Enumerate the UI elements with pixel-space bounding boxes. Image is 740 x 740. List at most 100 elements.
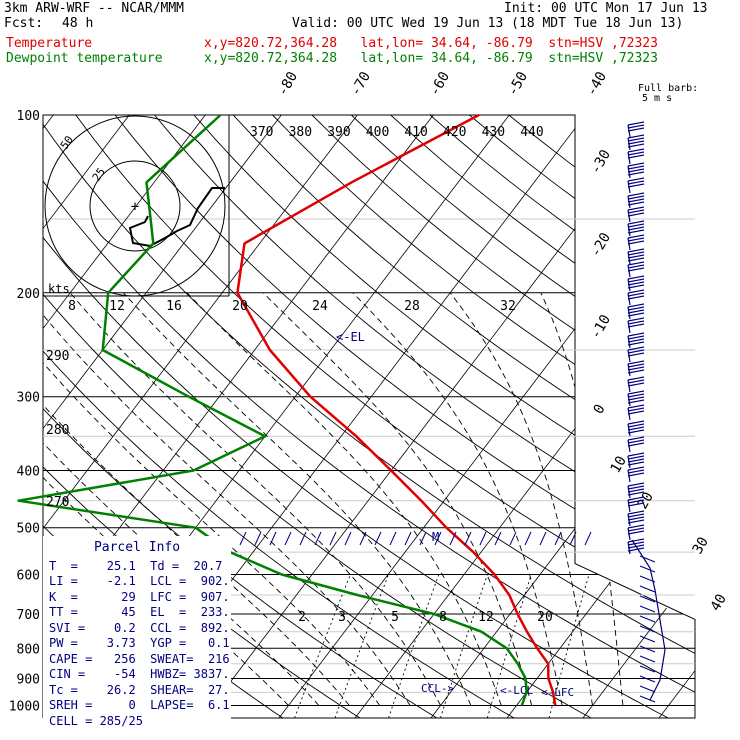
dry-adiabat-line — [43, 115, 695, 718]
hodograph: 50 25 + — [43, 115, 230, 297]
barb-flag — [627, 198, 645, 203]
barb-flag — [627, 206, 645, 211]
diagonal-tick — [434, 531, 442, 546]
lfc-marker: <-LFC — [541, 686, 574, 699]
barb-flag — [627, 349, 645, 354]
theta-label: 440 — [520, 125, 543, 140]
moist-adiabat-line — [186, 292, 502, 706]
isotherm-line — [202, 115, 662, 718]
parcel-row: CELL = 285/25 — [49, 713, 143, 728]
diagonal-tick — [359, 531, 367, 546]
isotherm-line — [506, 115, 695, 718]
diagonal-tick — [389, 531, 397, 546]
wind-barb — [627, 148, 645, 165]
moist-adiabat-line — [449, 292, 593, 706]
barb-flag — [627, 429, 645, 434]
barb-flag — [627, 396, 645, 401]
wind-barb — [627, 121, 645, 138]
barb-flag — [627, 220, 645, 225]
barb-flag — [627, 482, 645, 487]
wind-barb — [627, 332, 645, 349]
wind-barb — [627, 376, 645, 393]
barb-flag — [627, 404, 645, 409]
wind-scale-label: 16 — [166, 299, 182, 314]
wind-barb — [627, 248, 645, 265]
mixing-ratio-label: 12 — [478, 610, 494, 625]
isotherm-line — [658, 115, 695, 718]
diagonal-tick — [584, 531, 592, 546]
isotherm-line — [43, 115, 206, 718]
diagonal-tick — [449, 531, 457, 546]
barb-flag — [627, 143, 645, 148]
barb-flag — [627, 148, 645, 153]
isotherm-label: 20 — [635, 489, 657, 512]
parcel-row: Tc = 26.2 SHEAR= 27. — [49, 682, 230, 697]
diagonal-tick — [479, 531, 487, 546]
pressure-label: 400 — [17, 465, 40, 480]
forecast-label: Fcst: — [4, 16, 44, 31]
barb-flag — [627, 499, 645, 504]
barb-flag — [627, 137, 645, 142]
wind-scale-label: 24 — [312, 299, 328, 314]
mixing-ratio-line — [294, 574, 351, 718]
pressure-label: 800 — [17, 642, 40, 657]
isotherm-line — [43, 115, 130, 718]
wind-key-line2: 5 m s — [642, 93, 673, 104]
isotherm-line — [735, 115, 740, 718]
dry-adiabat-line — [232, 115, 695, 718]
barb-flag — [627, 278, 645, 283]
barb-flag — [627, 332, 645, 337]
legend-dewpoint-label: Dewpoint temperature — [6, 51, 163, 66]
wind-barb-lower — [639, 615, 656, 623]
wind-barb — [627, 538, 645, 555]
wind-barb — [627, 234, 645, 251]
wind-barb-lower — [639, 635, 656, 643]
barb-flag — [627, 177, 645, 182]
wind-barb — [627, 220, 645, 237]
dry-adiabat-line — [154, 115, 695, 718]
barb-flag — [627, 121, 645, 126]
theta-side-label: 270 — [46, 495, 69, 510]
wind-barb — [627, 390, 645, 407]
parcel-row: PW = 3.73 YGP = 0.1 — [49, 636, 230, 650]
wind-scale-label: 12 — [109, 299, 125, 314]
theta-label: 420 — [443, 125, 466, 140]
wind-barb-lower — [639, 665, 656, 673]
wind-barb — [627, 496, 645, 513]
wind-barb — [627, 303, 645, 320]
theta-label: 430 — [482, 125, 505, 140]
wind-barb — [627, 436, 645, 453]
barb-flag — [627, 284, 645, 289]
hodograph-trace — [128, 187, 225, 248]
dry-adiabat-line — [508, 115, 695, 718]
barb-flag — [627, 541, 645, 546]
barb-flag — [627, 502, 645, 507]
barb-flag — [627, 452, 645, 457]
hodograph-ring-label: 25 — [90, 165, 108, 183]
theta-side-label: 290 — [46, 349, 69, 364]
barb-flag — [627, 209, 645, 214]
barb-flag — [627, 162, 645, 167]
pressure-label: 500 — [17, 522, 40, 537]
wind-barb — [627, 360, 645, 377]
diagonal-tick — [404, 531, 412, 546]
barb-flag — [627, 547, 645, 552]
barb-flag — [627, 338, 645, 343]
dry-adiabat-line — [43, 115, 695, 718]
barb-flag — [627, 461, 645, 466]
diagonal-tick — [314, 531, 322, 546]
barb-flag — [627, 530, 645, 535]
barb-flag — [627, 366, 645, 371]
parcel-row: K = 29 LFC = 907. — [49, 589, 230, 604]
el-marker: <-EL — [336, 330, 365, 344]
legend-dewpoint-info: x,y=820.72,364.28 lat,lon= 34.64, -86.79… — [204, 51, 658, 66]
wind-barb — [627, 466, 645, 483]
wind-barbs — [239, 121, 666, 703]
theta-side-label: 280 — [46, 423, 69, 438]
wind-barb — [627, 289, 645, 306]
theta-label: 410 — [404, 125, 427, 140]
dry-adiabat-line — [429, 115, 695, 718]
moist-adiabat-line — [43, 292, 411, 706]
pressure-label: 100 — [17, 109, 40, 124]
isotherm-label: -40 — [584, 69, 611, 99]
